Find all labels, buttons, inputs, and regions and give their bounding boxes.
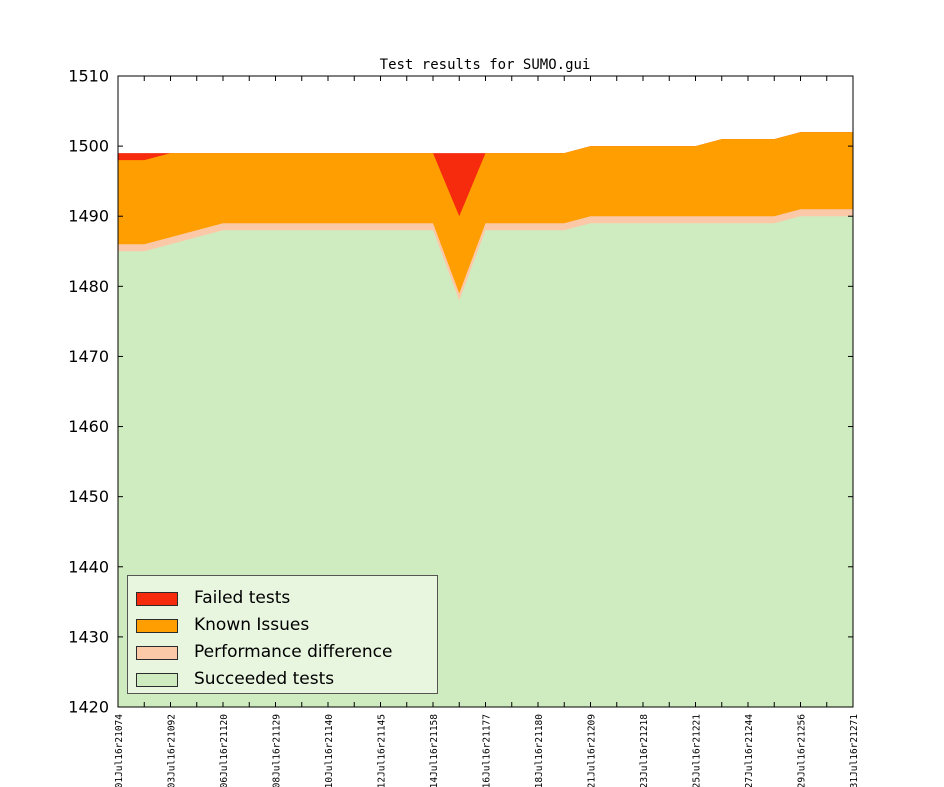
legend-swatch-failed-tests — [136, 591, 178, 606]
legend-label: Performance difference — [194, 642, 393, 662]
x-tick-label: 21Jul16r21209 — [587, 714, 598, 787]
y-tick-label: 1500 — [68, 137, 109, 156]
legend-swatch-known-issues — [136, 618, 178, 633]
x-tick-label: 06Jul16r21120 — [219, 714, 230, 787]
x-tick-label: 01Jul16r21074 — [114, 714, 125, 787]
chart-title: Test results for SUMO.gui — [380, 57, 591, 73]
x-tick-label: 08Jul16r21129 — [272, 714, 283, 787]
legend-item: Performance difference — [136, 639, 437, 666]
x-tick-label: 29Jul16r21256 — [797, 714, 808, 787]
legend-label: Succeeded tests — [194, 669, 335, 689]
legend-item: Failed tests — [136, 585, 437, 612]
y-tick-label: 1420 — [68, 698, 109, 717]
y-tick-label: 1450 — [68, 487, 109, 506]
axis-ticks — [117, 75, 854, 708]
y-tick-label: 1510 — [68, 67, 109, 86]
y-axis-labels: 1420 1430 1440 1450 1460 1470 1480 1490 1500 1510 — [68, 67, 109, 717]
legend: Failed tests Known Issues Performance di… — [127, 575, 438, 694]
x-tick-label: 25Jul16r21221 — [692, 714, 703, 787]
y-tick-label: 1440 — [68, 557, 109, 576]
y-tick-label: 1480 — [68, 277, 109, 296]
x-axis-labels: 01Jul16r21074 03Jul16r21092 06Jul16r21120 0… — [114, 714, 860, 787]
y-tick-label: 1490 — [68, 207, 109, 226]
y-tick-label: 1460 — [68, 417, 109, 436]
x-tick-label: 10Jul16r21140 — [324, 714, 335, 787]
x-tick-label: 23Jul16r21218 — [639, 714, 650, 787]
legend-item: Known Issues — [136, 612, 437, 639]
legend-label: Known Issues — [194, 615, 310, 635]
x-tick-label: 18Jul16r21180 — [534, 714, 545, 787]
y-tick-label: 1470 — [68, 347, 109, 366]
x-tick-label: 14Jul16r21158 — [429, 714, 440, 787]
legend-label: Failed tests — [194, 588, 291, 608]
y-tick-label: 1430 — [68, 627, 109, 646]
x-tick-label: 31Jul16r21271 — [849, 714, 860, 787]
x-tick-label: 27Jul16r21244 — [744, 714, 755, 787]
x-tick-label: 03Jul16r21092 — [167, 714, 178, 787]
x-tick-label: 12Jul16r21145 — [377, 714, 388, 787]
legend-swatch-performance-difference — [136, 645, 178, 660]
legend-swatch-succeeded-tests — [136, 672, 178, 687]
x-tick-label: 16Jul16r21177 — [482, 714, 493, 787]
legend-item: Succeeded tests — [136, 666, 437, 693]
